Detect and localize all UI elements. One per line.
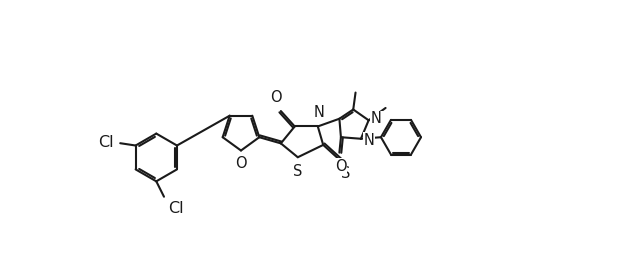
Text: S: S xyxy=(293,164,303,179)
Text: O: O xyxy=(235,156,247,171)
Text: N: N xyxy=(313,105,324,120)
Text: Cl: Cl xyxy=(99,135,114,150)
Text: N: N xyxy=(364,133,374,148)
Text: Cl: Cl xyxy=(168,201,184,216)
Text: O: O xyxy=(269,90,282,105)
Text: O: O xyxy=(335,159,347,174)
Text: N: N xyxy=(371,111,382,126)
Text: S: S xyxy=(341,166,350,181)
